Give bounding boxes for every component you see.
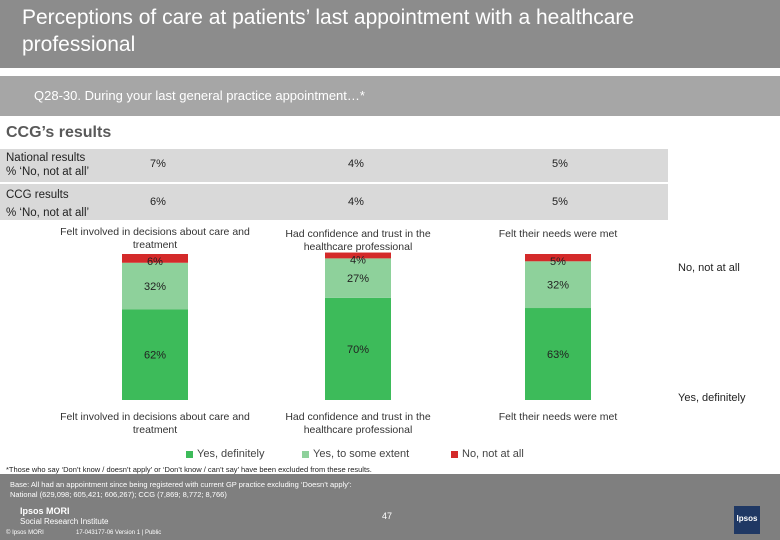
bar-segment-yes-to-some-extent [325, 258, 391, 298]
category-label-top: Felt their needs were met [498, 228, 618, 240]
bar-segment-yes-definitely [325, 297, 391, 400]
legend-yes-label: Yes, definitely [678, 392, 746, 404]
category-label-top: Felt involved in decisions about care an… [60, 226, 250, 251]
national-results-row: National results % ‘No, not at all’ 7% 4… [0, 149, 668, 182]
row-value: 5% [552, 158, 568, 170]
row-label: National results % ‘No, not at all’ [6, 151, 116, 179]
brand-name: Ipsos MORI [20, 506, 70, 516]
bar-segment-no-not-at-all [122, 254, 188, 263]
bar-segment-yes-definitely [525, 308, 591, 400]
bar-segment-yes-definitely [122, 309, 188, 400]
page-number: 47 [382, 511, 393, 521]
title-bar: Perceptions of care at patients’ last ap… [0, 0, 780, 68]
question-text: Q28-30. During your last general practic… [34, 88, 365, 103]
footer: Base: All had an appointment since being… [0, 474, 780, 540]
legend-item-yes-definitely: Yes, definitely [186, 448, 264, 460]
copyright: © Ipsos MORI [6, 530, 44, 536]
footnote: *Those who say ‘Don’t know / doesn’t app… [6, 465, 372, 474]
bar-segment-yes-to-some-extent [122, 262, 188, 310]
row-value: 6% [150, 196, 166, 208]
section-title: CCG’s results [6, 124, 112, 141]
brand-subtitle: Social Research Institute [20, 517, 109, 526]
bar-value-label: 32% [547, 280, 569, 292]
row-value: 4% [348, 196, 364, 208]
category-label-top: Had confidence and trust in the healthca… [285, 228, 431, 253]
legend-swatch [451, 450, 458, 458]
category-label-bottom: Felt their needs were met [498, 411, 618, 423]
bar-value-label: 4% [350, 255, 366, 267]
ipsos-logo-icon: Ipsos [734, 506, 760, 534]
bar-value-label: 5% [550, 256, 566, 268]
base-line1: Base: All had an appointment since being… [10, 480, 352, 489]
row-value: 5% [552, 196, 568, 208]
bar-value-label: 6% [147, 256, 163, 268]
bar-value-label: 63% [547, 349, 569, 361]
bar-segment-no-not-at-all [325, 252, 391, 259]
legend-label: Yes, definitely [197, 448, 265, 460]
category-label-bottom: Felt involved in decisions about care an… [60, 411, 250, 436]
base-text: Base: All had an appointment since being… [10, 480, 430, 500]
category-label-bottom: Had confidence and trust in the healthca… [285, 411, 431, 436]
bar-value-label: 62% [144, 350, 166, 362]
legend-item-no-not-at-all: No, not at all [451, 448, 524, 460]
bar-segment-yes-to-some-extent [525, 261, 591, 309]
legend-swatch [302, 450, 309, 458]
row-value: 4% [348, 158, 364, 170]
legend-label: No, not at all [462, 448, 524, 460]
bar-segment-no-not-at-all [525, 254, 591, 262]
legend-no-label: No, not at all [678, 262, 740, 274]
bar-value-label: 70% [347, 344, 369, 356]
row-label-line1: National results [6, 152, 86, 164]
legend-item-yes-some-extent: Yes, to some extent [302, 448, 409, 460]
row-label-line2: % ‘No, not at all’ [6, 207, 90, 219]
bar-value-label: 27% [347, 273, 369, 285]
question-bar: Q28-30. During your last general practic… [0, 76, 780, 116]
bar-value-label: 32% [144, 281, 166, 293]
legend-swatch [186, 450, 193, 458]
row-value: 7% [150, 158, 166, 170]
row-label-line1: CCG results [6, 189, 69, 201]
version-text: 17-043177-06 Version 1 | Public [76, 530, 162, 536]
row-label-line2: % ‘No, not at all’ [6, 166, 90, 178]
ccg-results-row: CCG results % ‘No, not at all’ 6% 4% 5% [0, 184, 668, 220]
row-label: CCG results % ‘No, not at all’ [6, 186, 116, 222]
page-title: Perceptions of care at patients’ last ap… [22, 6, 635, 56]
legend-label: Yes, to some extent [313, 448, 410, 460]
base-line2: National (629,098; 605,421; 606,267); CC… [10, 490, 227, 499]
